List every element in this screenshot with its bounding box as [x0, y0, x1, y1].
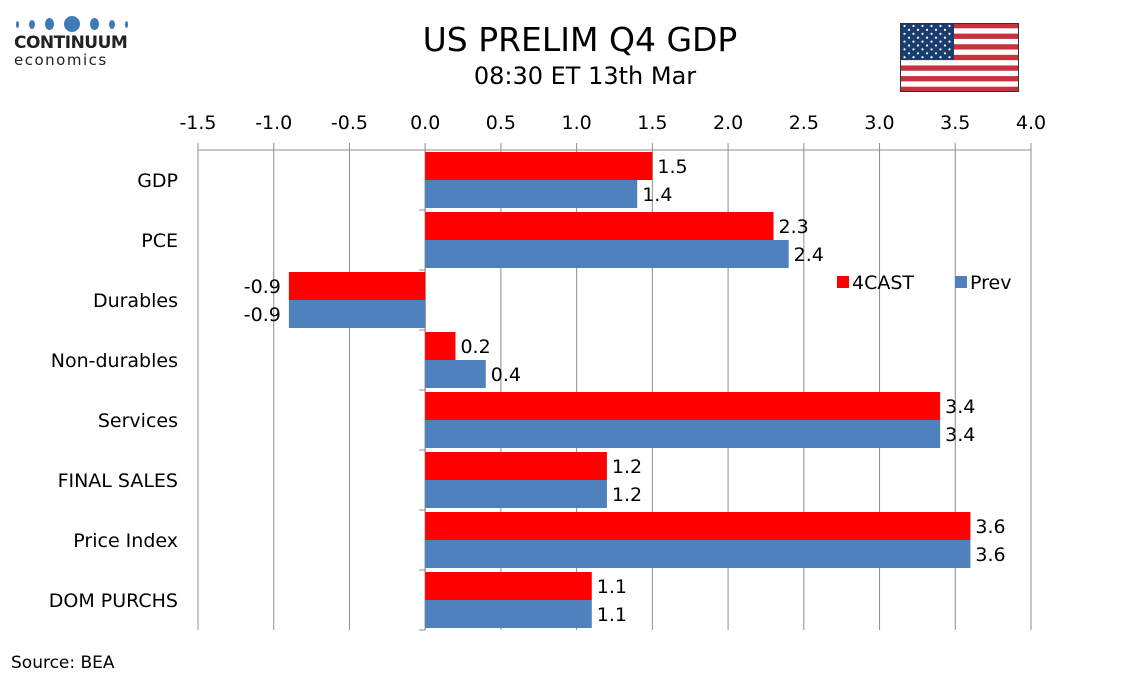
- bar-prev: [425, 480, 607, 508]
- bar-4cast: [425, 212, 774, 240]
- x-tick-label: -1.5: [179, 112, 216, 134]
- data-label: 1.1: [597, 604, 627, 626]
- x-tick-label: 0.5: [486, 112, 516, 134]
- bar-4cast: [425, 572, 592, 600]
- data-label: 1.2: [612, 456, 642, 478]
- logo-dots-icon: [16, 16, 128, 32]
- category-label: Price Index: [73, 530, 178, 552]
- x-tick-label: -0.5: [331, 112, 368, 134]
- bar-4cast: [425, 452, 607, 480]
- data-label: 1.5: [657, 156, 687, 178]
- logo-tagline: economics: [14, 51, 108, 69]
- x-tick-label: 2.0: [713, 112, 743, 134]
- data-label: 1.1: [597, 576, 627, 598]
- legend-label: 4CAST: [852, 272, 914, 294]
- bar-prev: [425, 180, 638, 208]
- bar-prev: [288, 300, 426, 328]
- category-label: Services: [98, 410, 178, 432]
- legend-swatch-prev: [955, 276, 967, 288]
- legend-swatch-4cast: [837, 276, 849, 288]
- data-label: 3.4: [945, 424, 975, 446]
- x-tick-label: 1.5: [637, 112, 667, 134]
- bar-4cast: [288, 272, 426, 300]
- data-label: -0.9: [244, 276, 281, 298]
- data-label: 2.3: [779, 216, 809, 238]
- bars: [288, 152, 971, 628]
- logo-wordmark: CONTINUUM: [14, 33, 128, 53]
- data-label: 3.6: [975, 544, 1005, 566]
- data-label: 3.4: [945, 396, 975, 418]
- category-label: DOM PURCHS: [49, 590, 178, 612]
- data-label: 0.2: [460, 336, 490, 358]
- x-tick-label: 3.5: [940, 112, 970, 134]
- x-tick-label: 2.5: [789, 112, 819, 134]
- source-note: Source: BEA: [11, 653, 115, 673]
- x-tick-label: 0.0: [410, 112, 440, 134]
- bar-prev: [425, 600, 592, 628]
- chart-title: US PRELIM Q4 GDP: [422, 20, 738, 59]
- data-label: 1.2: [612, 484, 642, 506]
- bar-prev: [425, 360, 486, 388]
- bar-4cast: [425, 332, 456, 360]
- data-label: 2.4: [794, 244, 824, 266]
- x-tick-label: 4.0: [1016, 112, 1046, 134]
- data-label: 0.4: [491, 364, 521, 386]
- bar-4cast: [425, 152, 653, 180]
- bar-prev: [425, 420, 941, 448]
- category-label: PCE: [141, 230, 178, 252]
- chart-subtitle: 08:30 ET 13th Mar: [473, 62, 697, 90]
- x-tick-label: 1.0: [562, 112, 592, 134]
- legend-label: Prev: [970, 272, 1011, 294]
- bar-prev: [425, 540, 971, 568]
- x-axis: -1.5 -1.0 -0.5 0.0 0.5 1.0 1.5 2.0 2.5 3.0 3.5 4.0: [179, 112, 1046, 631]
- bar-4cast: [425, 392, 941, 420]
- us-flag-icon: [900, 23, 1019, 92]
- data-label: 3.6: [975, 516, 1005, 538]
- category-label: Non-durables: [51, 350, 178, 372]
- x-tick-label: 3.0: [864, 112, 894, 134]
- data-label: -0.9: [244, 304, 281, 326]
- legend: 4CAST Prev: [837, 272, 1011, 294]
- category-label: GDP: [137, 170, 178, 192]
- data-label: 1.4: [642, 184, 672, 206]
- bar-prev: [425, 240, 789, 268]
- continuum-logo: CONTINUUM economics: [14, 16, 134, 68]
- category-label: FINAL SALES: [58, 470, 178, 492]
- category-labels: GDP PCE Durables Non-durables Services FINAL …: [49, 170, 178, 612]
- x-tick-label: -1.0: [255, 112, 292, 134]
- bar-4cast: [425, 512, 971, 540]
- data-labels: 1.5 1.4 2.3 2.4 -0.9 -0.9 0.20.4 3.4 3.4 1.2 1.2 3.…: [244, 156, 1006, 626]
- category-label: Durables: [93, 290, 178, 312]
